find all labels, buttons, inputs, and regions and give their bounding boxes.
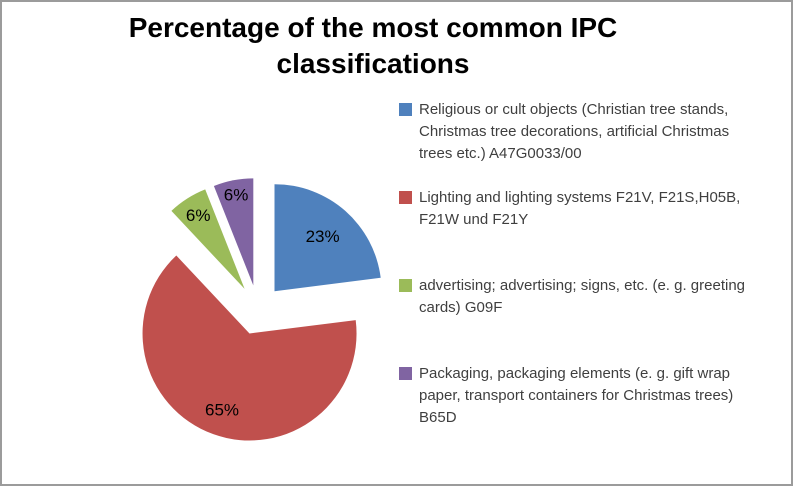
legend-item-religious-objects: Religious or cult objects (Christian tre… (399, 99, 759, 187)
legend-swatch-purple-icon (399, 367, 412, 380)
legend-item-advertising-signs: advertising; advertising; signs, etc. (e… (399, 275, 759, 363)
legend-label: advertising; advertising; signs, etc. (e… (419, 277, 746, 316)
pie-slice-label-1: 23% (306, 227, 340, 246)
pie-slice-label-2: 65% (205, 401, 239, 420)
legend-swatch-green-icon (399, 279, 412, 292)
pie-slice-label-3: 6% (186, 206, 211, 225)
legend-label: Religious or cult objects (Christian tre… (419, 101, 730, 162)
legend-swatch-blue-icon (399, 103, 412, 116)
legend-label: Lighting and lighting systems F21V, F21S… (419, 189, 741, 228)
legend-item-lighting-systems: Lighting and lighting systems F21V, F21S… (399, 187, 759, 275)
pie-slice-2 (142, 255, 357, 441)
pie-slice-4 (213, 178, 254, 286)
legend-label: Packaging, packaging elements (e. g. gif… (419, 365, 734, 426)
chart-legend: Religious or cult objects (Christian tre… (399, 99, 759, 451)
pie-slice-label-4: 6% (224, 186, 249, 205)
legend-swatch-red-icon (399, 191, 412, 204)
pie-slice-3 (171, 189, 245, 289)
pie-slice-1 (274, 184, 381, 292)
legend-item-packaging-elements: Packaging, packaging elements (e. g. gif… (399, 363, 759, 451)
chart-title: Percentage of the most common IPC classi… (128, 12, 618, 79)
